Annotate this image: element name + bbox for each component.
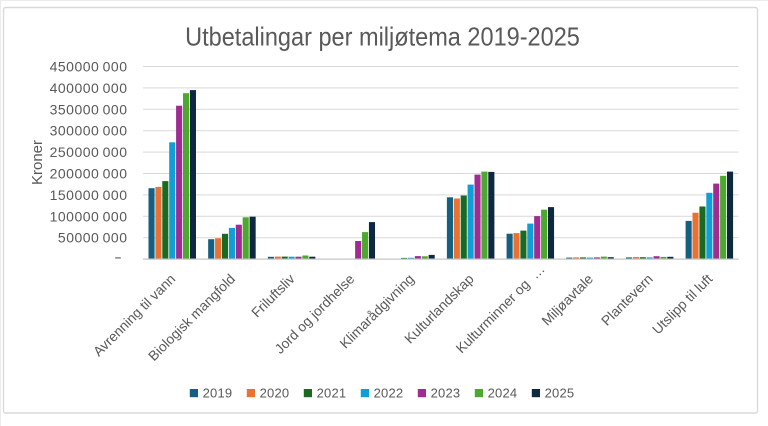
svg-text:200000 000: 200000 000 xyxy=(50,166,128,182)
svg-text:2022: 2022 xyxy=(374,385,404,400)
svg-text:250000 000: 250000 000 xyxy=(50,144,128,160)
svg-text:2025: 2025 xyxy=(545,385,575,400)
svg-text:2023: 2023 xyxy=(431,385,461,400)
svg-text:300000 000: 300000 000 xyxy=(50,123,128,139)
svg-text:400000 000: 400000 000 xyxy=(50,80,128,96)
svg-text:Kroner: Kroner xyxy=(29,140,46,185)
svg-text:2024: 2024 xyxy=(488,385,518,400)
svg-text:100000 000: 100000 000 xyxy=(50,208,128,224)
svg-text:2019: 2019 xyxy=(203,385,233,400)
svg-text:2020: 2020 xyxy=(260,385,290,400)
svg-text:150000 000: 150000 000 xyxy=(50,187,128,203)
svg-text:50000 000: 50000 000 xyxy=(58,230,128,246)
svg-text:450000 000: 450000 000 xyxy=(50,59,128,75)
svg-text:350000 000: 350000 000 xyxy=(50,101,128,117)
svg-text:Utbetalingar per miljøtema 201: Utbetalingar per miljøtema 2019-2025 xyxy=(185,23,580,51)
svg-text:2021: 2021 xyxy=(317,385,347,400)
